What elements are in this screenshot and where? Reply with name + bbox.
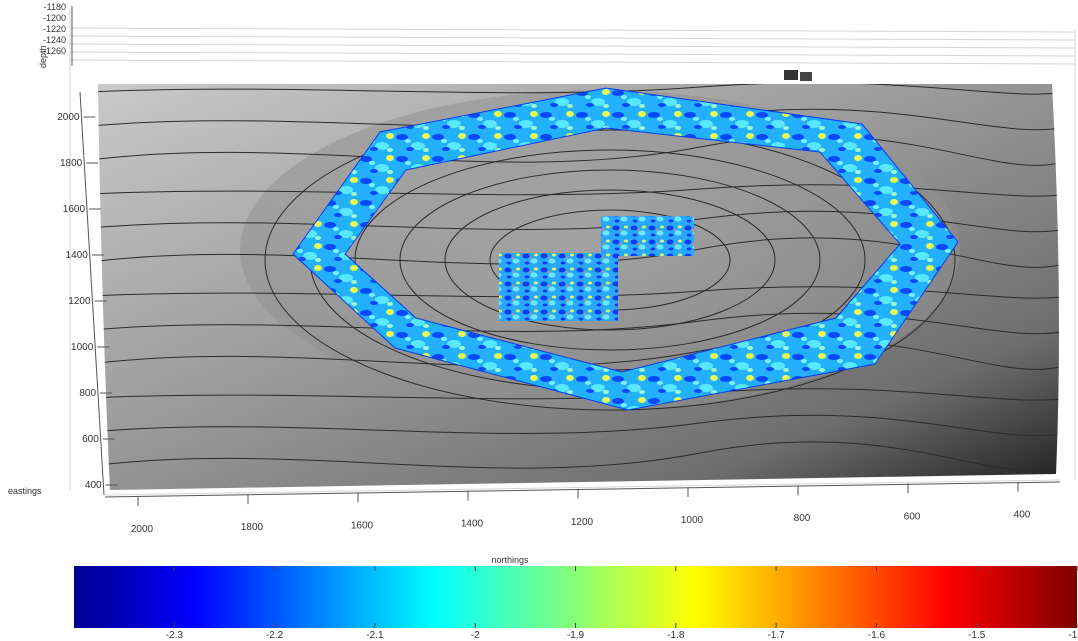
x-tick-label: 600 [904,511,921,522]
overlay-block-upper-right [601,216,694,256]
z-tick-label: -1200 [43,13,66,23]
colorbar-ticks: -2.3 -2.2 -2.1 -2 -1.9 -1.8 -1.7 -1.6 -1.5 -1.4 [166,566,1078,641]
y-tick-label: 1800 [60,158,83,169]
contour-line [98,414,1059,437]
colorbar-tick-label: -2.2 [266,630,284,641]
x-axis-label: northings [491,555,529,565]
colorbar-tick-label: -2.1 [366,630,384,641]
overlay-ring [292,87,959,411]
y-axis: 2000 1800 1600 1400 1200 1000 800 600 400 easting… [8,91,118,496]
colorbar-tick-label: -1.4 [1068,630,1078,641]
y-tick-label: 1000 [71,342,94,353]
x-tick-label: 1000 [681,515,704,526]
x-tick-label: 400 [1014,510,1031,521]
y-tick-label: 2000 [57,112,80,123]
z-tick-label: -1240 [43,35,66,45]
contour-ring [399,169,821,351]
y-tick-label: 1200 [68,296,91,307]
colorbar: -2.3 -2.2 -2.1 -2 -1.9 -1.8 -1.7 -1.6 -1.5 -1.4 [74,566,1078,641]
y-tick-label: 400 [85,480,102,491]
x-axis: 2000 1800 1600 1400 1200 1000 800 600 400 northin… [104,481,1061,565]
z-axis-label: depth [38,45,48,68]
colorbar-tick-label: -2 [471,630,480,641]
overlay-block-lower-left [499,253,618,321]
colorbar-tick-label: -1.8 [667,630,685,641]
y-axis-label: eastings [8,486,42,496]
x-tick-label: 1400 [461,519,484,530]
y-tick-label: 1600 [63,204,86,215]
colorbar-gradient [74,566,1077,628]
contour-line [98,441,1059,472]
y-tick-label: 1400 [66,250,89,261]
x-tick-label: 1800 [241,522,264,533]
contour-line [98,135,1059,166]
z-tick-label: -1220 [43,24,66,34]
box-grid [69,8,1076,496]
y-axis-line [79,91,105,496]
colorbar-tick-label: -1.7 [767,630,785,641]
colorbar-tick-label: -1.5 [968,630,986,641]
x-tick-label: 1200 [571,517,594,528]
contour-ring [444,189,776,331]
z-tick-label: -1180 [44,2,66,12]
z-tick-label: -1260 [43,46,66,56]
y-tick-label: 600 [82,434,99,445]
x-axis-line [104,481,1061,498]
contour-line [98,286,1059,299]
contour-line [98,184,1059,197]
colorbar-tick-label: -1.9 [567,630,585,641]
terrain-surface [98,70,1059,490]
contour-line [98,84,1059,95]
colorbar-tick-label: -1.6 [868,630,886,641]
x-tick-label: 1600 [351,520,374,531]
colorbar-tick-label: -2.3 [166,630,184,641]
contour-line [98,312,1059,335]
x-tick-label: 800 [794,513,811,524]
x-tick-label: 2000 [131,524,154,535]
contour-line [98,339,1059,370]
y-tick-label: 800 [79,388,96,399]
